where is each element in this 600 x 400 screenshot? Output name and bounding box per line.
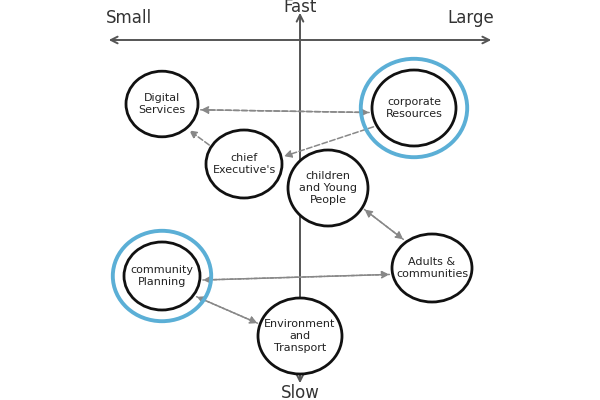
- Text: Digital
Services: Digital Services: [139, 93, 185, 115]
- Text: Environment
and
Transport: Environment and Transport: [265, 319, 335, 353]
- Text: children
and Young
People: children and Young People: [299, 171, 357, 204]
- Text: Adults &
communities: Adults & communities: [396, 257, 468, 279]
- Ellipse shape: [288, 150, 368, 226]
- Text: corporate
Resources: corporate Resources: [386, 97, 442, 119]
- Ellipse shape: [124, 242, 200, 310]
- Text: Slow: Slow: [281, 384, 319, 400]
- Text: community
Planning: community Planning: [131, 265, 193, 287]
- Ellipse shape: [392, 234, 472, 302]
- Ellipse shape: [126, 71, 198, 137]
- Text: chief
Executive's: chief Executive's: [212, 153, 275, 175]
- Text: Large: Large: [447, 9, 494, 27]
- Text: Fast: Fast: [283, 0, 317, 16]
- Ellipse shape: [206, 130, 282, 198]
- Ellipse shape: [372, 70, 456, 146]
- Ellipse shape: [258, 298, 342, 374]
- Text: Small: Small: [106, 9, 152, 27]
